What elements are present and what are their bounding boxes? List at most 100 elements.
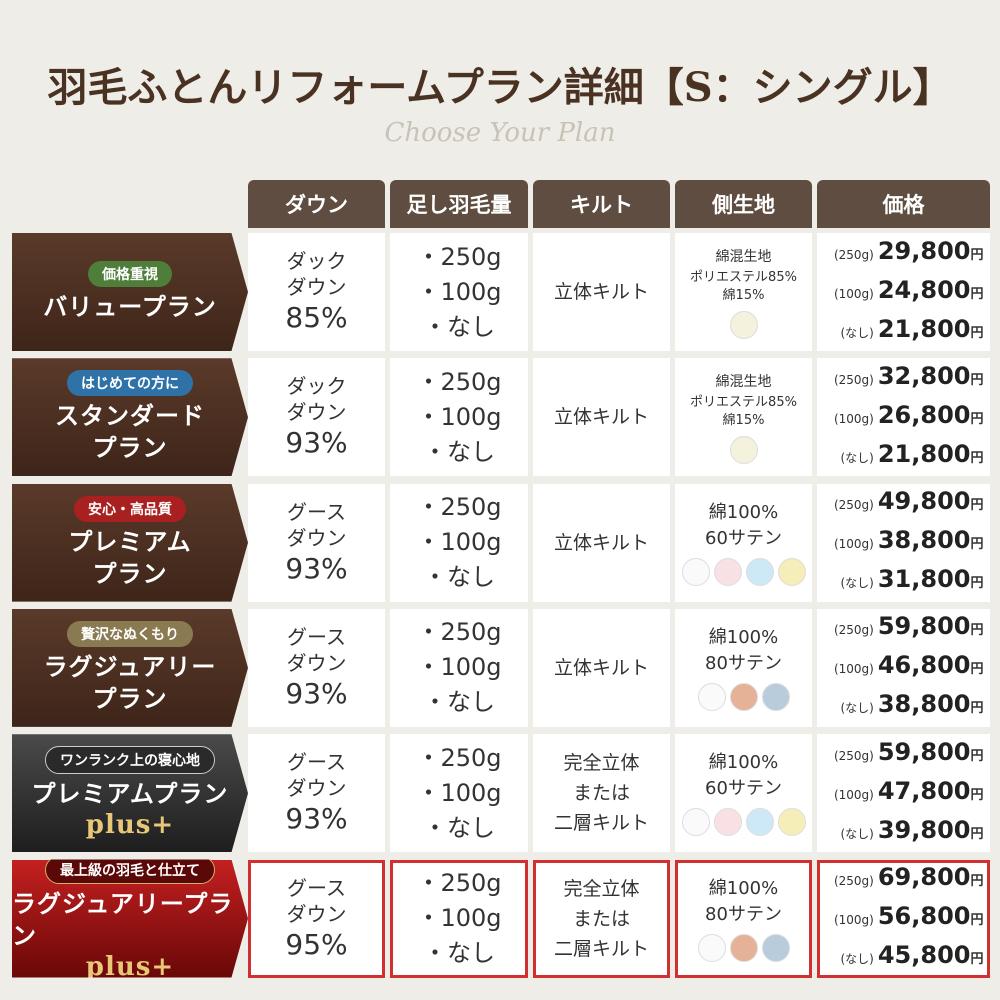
- amount-cell: ・250g ・100g ・なし: [390, 608, 528, 727]
- down-cell: グース ダウン 93%: [248, 483, 385, 602]
- price-unit: 円: [970, 325, 984, 341]
- price-cell: (250g) 32,800 円 (100g) 26,800 円 (なし) 21,800 円: [817, 358, 990, 477]
- plan-label: ワンランク上の寝心地 プレミアムプラン plus+: [12, 734, 248, 853]
- price-unit: 円: [970, 913, 984, 928]
- fabric-text: 綿100%: [708, 626, 779, 648]
- quilt-text: または: [572, 782, 630, 805]
- price-cell: (250g) 59,800 円 (100g) 47,800 円 (なし) 39,800 円: [817, 734, 990, 853]
- price-unit: 円: [970, 623, 984, 639]
- fabric-swatch: [697, 682, 726, 711]
- down-text: ダウン: [286, 901, 347, 926]
- amount-text: ・250g: [416, 242, 502, 271]
- fabric-text: 綿15%: [722, 288, 765, 303]
- down-text: グース: [287, 750, 346, 775]
- price-cell: (250g) 29,800 円 (100g) 24,800 円 (なし) 21,800 円: [817, 233, 990, 351]
- fabric-swatch: [681, 808, 710, 837]
- fabric-cell: 綿100% 60サテン: [675, 734, 812, 853]
- down-cell: グース ダウン 93%: [248, 608, 385, 727]
- fabric-text: ポリエステル85%: [690, 270, 797, 285]
- fabric-swatch: [729, 682, 758, 711]
- plan-name: プラン: [92, 683, 168, 713]
- down-cell: グース ダウン 93%: [248, 734, 385, 853]
- fabric-text: 80サテン: [705, 652, 782, 674]
- price-value: 24,800: [877, 275, 971, 304]
- quilt-text: 二層キルト: [553, 937, 649, 960]
- plan-name: ラグジュアリープラン: [12, 888, 234, 950]
- price-label: (なし): [840, 325, 874, 340]
- price-unit: 円: [970, 247, 984, 263]
- quilt-text: 立体キルト: [553, 281, 649, 303]
- price-unit: 円: [970, 701, 984, 717]
- plan-badge: はじめての方に: [67, 370, 193, 397]
- amount-text: ・100g: [416, 778, 502, 807]
- fabric-text: 綿混生地: [715, 374, 772, 391]
- price-row: (なし) 21,800 円: [824, 312, 984, 351]
- down-text: ダウン: [286, 525, 347, 550]
- down-cell: ダック ダウン 85%: [248, 233, 385, 351]
- fabric-text: ポリエステル85%: [690, 395, 797, 411]
- amount-text: ・なし: [423, 688, 495, 717]
- price-row: (なし) 45,800 円: [824, 938, 983, 977]
- fabric-swatch: [761, 682, 790, 711]
- fabric-text: 綿100%: [708, 877, 779, 899]
- price-label: (100g): [833, 411, 874, 426]
- price-unit: 円: [970, 787, 984, 803]
- down-text: グース: [287, 499, 346, 524]
- price-label: (なし): [840, 952, 874, 966]
- quilt-cell: 立体キルト: [533, 358, 670, 477]
- fabric-cell: 綿100% 60サテン: [675, 483, 812, 602]
- price-label: (なし): [840, 701, 874, 716]
- swatches: [681, 557, 806, 586]
- price-unit: 円: [970, 576, 984, 592]
- price-unit: 円: [970, 826, 984, 842]
- price-value: 38,800: [877, 690, 971, 719]
- price-row: (250g) 59,800 円: [824, 735, 984, 774]
- price-unit: 円: [970, 372, 984, 388]
- plan-badge: 最上級の羽毛と仕立て: [45, 859, 215, 884]
- down-text: ダウン: [286, 776, 347, 801]
- price-unit: 円: [970, 411, 984, 427]
- swatches: [697, 933, 790, 962]
- down-text: 93%: [285, 426, 348, 460]
- amount-text: ・250g: [416, 743, 502, 772]
- price-row: (100g) 26,800 円: [824, 398, 984, 437]
- fabric-text: 綿混生地: [715, 249, 772, 265]
- price-label: (100g): [833, 913, 874, 927]
- price-value: 21,800: [877, 439, 971, 468]
- quilt-text: 立体キルト: [553, 531, 649, 554]
- price-cell: (250g) 59,800 円 (100g) 46,800 円 (なし) 38,800 円: [817, 608, 990, 727]
- price-row: (なし) 38,800 円: [824, 687, 984, 726]
- amount-text: ・なし: [423, 813, 495, 842]
- down-text: ダック: [286, 249, 347, 273]
- price-cell: (250g) 49,800 円 (100g) 38,800 円 (なし) 31,800 円: [817, 483, 990, 602]
- price-value: 38,800: [877, 526, 971, 555]
- price-value: 29,800: [877, 236, 971, 265]
- price-row: (250g) 49,800 円: [824, 484, 984, 523]
- quilt-text: 二層キルト: [553, 812, 649, 835]
- fabric-swatch: [713, 557, 742, 586]
- quilt-text: 立体キルト: [553, 406, 649, 429]
- price-label: (100g): [833, 537, 874, 552]
- price-value: 32,800: [877, 361, 971, 390]
- amount-text: ・なし: [423, 563, 495, 592]
- fabric-cell: 綿混生地ポリエステル85% 綿15%: [675, 233, 812, 351]
- quilt-text: 完全立体: [563, 877, 640, 900]
- swatches: [729, 436, 758, 465]
- quilt-text: 立体キルト: [553, 656, 649, 679]
- price-value: 59,800: [877, 612, 971, 641]
- amount-cell: ・250g ・100g ・なし: [390, 483, 528, 602]
- price-row: (250g) 59,800 円: [824, 609, 984, 648]
- down-cell: ダック ダウン 93%: [248, 358, 385, 477]
- down-text: 93%: [285, 802, 348, 836]
- amount-cell: ・250g ・100g ・なし: [390, 734, 528, 853]
- price-value: 69,800: [877, 863, 971, 891]
- price-value: 47,800: [877, 776, 971, 805]
- column-header: 足し羽毛量: [390, 180, 528, 228]
- title: 羽毛ふとんリフォームプラン詳細【S：シングル】: [47, 64, 953, 111]
- plan-badge: 価格重視: [88, 261, 172, 287]
- price-cell: (250g) 69,800 円 (100g) 56,800 円 (なし) 45,800 円: [817, 859, 990, 978]
- down-cell: グース ダウン 95%: [248, 859, 385, 978]
- fabric-cell: 綿100% 80サテン: [675, 859, 812, 978]
- plan-label: 安心・高品質 プレミアム プラン: [12, 483, 248, 602]
- down-text: グース: [287, 624, 346, 649]
